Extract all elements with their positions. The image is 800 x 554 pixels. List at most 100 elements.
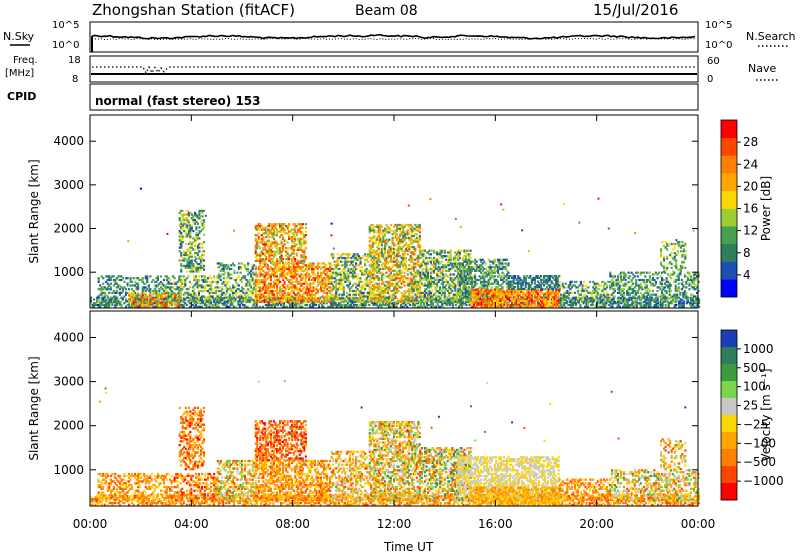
heatmap-cell [318, 262, 321, 265]
heatmap-cell [193, 297, 196, 300]
heatmap-cell [201, 211, 204, 214]
heatmap-cell [198, 270, 201, 273]
heatmap-cell [260, 237, 263, 240]
heatmap-cell [596, 302, 599, 305]
heatmap-cell [341, 256, 344, 260]
heatmap-cell [216, 300, 219, 304]
heatmap-cell [259, 288, 262, 291]
heatmap-cell [295, 286, 298, 289]
heatmap-cell [193, 284, 196, 287]
heatmap-cell [300, 232, 303, 235]
heatmap-cell [317, 273, 320, 276]
heatmap-cell [307, 300, 310, 304]
heatmap-cell [413, 305, 416, 308]
heatmap-cell [134, 294, 137, 297]
heatmap-cell [190, 255, 193, 258]
heatmap-cell [271, 273, 274, 276]
heatmap-cell [158, 288, 161, 291]
heatmap-cell [289, 286, 292, 289]
heatmap-cell [199, 255, 202, 258]
heatmap-cell [181, 213, 184, 216]
heatmap-cell [377, 264, 380, 267]
heatmap-cell [254, 284, 257, 287]
heatmap-cell [279, 223, 282, 226]
heatmap-cell [329, 300, 332, 304]
heatmap-cell [419, 288, 422, 291]
heatmap-cell [341, 269, 344, 272]
heatmap-cell [272, 224, 275, 228]
heatmap-cell [180, 220, 183, 223]
heatmap-cell [199, 259, 202, 262]
heatmap-cell [192, 220, 195, 223]
heatmap-cell [106, 278, 109, 282]
heatmap-cell [180, 231, 183, 234]
heatmap-cell [166, 289, 169, 293]
heatmap-cell [180, 213, 183, 216]
heatmap-cell [306, 286, 309, 289]
heatmap-cell [280, 269, 283, 272]
heatmap-cell [275, 245, 278, 248]
heatmap-cell [190, 282, 193, 285]
heatmap-cell [196, 296, 199, 299]
heatmap-cell [132, 277, 135, 280]
heatmap-cell [237, 288, 240, 291]
heatmap-cell [300, 239, 303, 242]
heatmap-cell [300, 267, 303, 271]
heatmap-cell [342, 297, 345, 300]
heatmap-cell [187, 257, 190, 260]
heatmap-cell [153, 289, 156, 293]
heatmap-cell [279, 258, 282, 261]
heatmap-cell [158, 294, 161, 297]
heatmap-cell [298, 288, 301, 291]
heatmap-cell [673, 305, 676, 308]
heatmap-cell [126, 277, 129, 280]
heatmap-cell [195, 228, 198, 231]
heatmap-cell [283, 232, 286, 235]
heatmap-cell [389, 302, 392, 305]
heatmap-cell [311, 305, 314, 308]
heatmap-cell [232, 296, 235, 299]
heatmap-cell [176, 305, 179, 308]
heatmap-cell [186, 259, 189, 262]
heatmap-cell [526, 298, 529, 301]
heatmap-cell [196, 295, 199, 298]
heatmap-cell [141, 286, 144, 289]
heatmap-cell [309, 295, 312, 298]
heatmap-cell [310, 282, 313, 285]
heatmap-cell [335, 286, 338, 289]
heatmap-cell [360, 305, 363, 308]
heatmap-cell [181, 228, 184, 231]
heatmap-cell [126, 282, 129, 285]
heatmap-cell [239, 262, 242, 265]
heatmap-cell [194, 296, 197, 299]
heatmap-cell [231, 288, 234, 291]
heatmap-cell [217, 296, 220, 299]
heatmap-cell [219, 299, 222, 302]
heatmap-cell [257, 295, 260, 298]
heatmap-cell [294, 228, 297, 231]
heatmap-cell [310, 271, 313, 274]
heatmap-cell [289, 305, 292, 308]
heatmap-cell [266, 224, 269, 228]
heatmap-cell [298, 243, 301, 246]
heatmap-cell [321, 286, 324, 289]
heatmap-cell [307, 266, 310, 269]
heatmap-cell [210, 297, 213, 300]
heatmap-cell [179, 280, 182, 283]
heatmap-cell [304, 288, 307, 291]
heatmap-cell [146, 275, 149, 278]
heatmap-cell [259, 224, 262, 228]
heatmap-cell [310, 305, 313, 308]
heatmap-cell [304, 239, 307, 242]
heatmap-cell [295, 224, 298, 228]
heatmap-cell [188, 305, 191, 308]
heatmap-cell [216, 305, 219, 308]
heatmap-cell [199, 300, 202, 304]
heatmap-cell [263, 278, 266, 282]
heatmap-cell [184, 222, 187, 225]
heatmap-cell [257, 259, 260, 262]
heatmap-cell [292, 266, 295, 269]
heatmap-cell [280, 254, 283, 257]
heatmap-cell [161, 302, 164, 305]
heatmap-cell [426, 271, 429, 274]
